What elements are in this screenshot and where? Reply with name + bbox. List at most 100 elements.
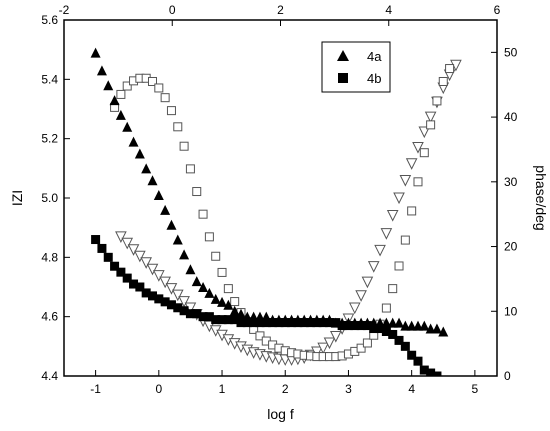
point-phase-4b	[356, 343, 366, 353]
point-4a	[419, 320, 430, 331]
point-4a	[90, 47, 101, 58]
point-phase-4b	[413, 177, 423, 187]
point-4b	[331, 318, 341, 328]
point-4b	[255, 318, 265, 328]
y-left-tick-label: 4.4	[41, 369, 58, 383]
point-4b	[135, 282, 145, 292]
point-4b	[141, 288, 151, 298]
point-4a	[122, 121, 133, 132]
point-phase-4a	[178, 296, 190, 308]
point-4a	[128, 136, 139, 147]
point-4b	[375, 324, 385, 334]
point-4b	[230, 315, 240, 325]
point-phase-4a	[386, 209, 399, 222]
point-4b	[274, 318, 284, 328]
point-phase-4b	[223, 284, 233, 294]
legend-label-4b: 4b	[367, 71, 381, 86]
legend-marker-4b	[338, 73, 348, 83]
point-4b	[249, 318, 259, 328]
point-4b	[147, 291, 157, 301]
point-4b	[173, 303, 183, 313]
point-4b	[318, 318, 328, 328]
point-phase-4a	[146, 263, 159, 276]
point-4a	[166, 219, 177, 230]
point-phase-4b	[388, 284, 398, 294]
point-phase-4b	[381, 303, 391, 313]
x-bottom-tick-label: 1	[219, 382, 226, 396]
y-right-tick-label: 50	[504, 45, 518, 59]
point-4b	[388, 329, 398, 339]
x-bottom-tick-label: 4	[408, 382, 415, 396]
point-4b	[426, 368, 436, 376]
point-phase-4a	[134, 250, 146, 263]
point-phase-4b	[394, 261, 404, 271]
y-left-tick-label: 5.2	[41, 132, 58, 146]
y-left-tick-label: 5.6	[41, 13, 58, 27]
point-4a	[438, 326, 449, 337]
point-4b	[287, 318, 297, 328]
point-4b	[343, 321, 353, 331]
point-4a	[96, 65, 107, 76]
point-4a	[115, 109, 126, 120]
point-4b	[261, 318, 271, 328]
point-phase-4a	[165, 283, 178, 295]
x-bottom-tick-label: -1	[90, 382, 101, 396]
point-phase-4a	[171, 289, 184, 302]
point-4b	[350, 321, 360, 331]
point-phase-4a	[399, 175, 412, 187]
point-4b	[407, 350, 417, 360]
point-phase-4b	[173, 122, 183, 132]
point-4b	[91, 235, 101, 245]
point-phase-4a	[424, 111, 437, 124]
y-right-tick-label: 40	[504, 110, 518, 124]
point-4b	[280, 318, 290, 328]
legend-label-4a: 4a	[367, 49, 382, 64]
point-phase-4b	[122, 81, 132, 91]
x-bottom-tick-label: 3	[345, 382, 352, 396]
point-4a	[198, 282, 209, 292]
point-4b	[129, 279, 139, 289]
point-4b	[110, 261, 120, 271]
point-phase-4b	[154, 83, 164, 93]
x-bottom-tick-label: 5	[472, 382, 479, 396]
x-bottom-tick-label: 0	[155, 382, 162, 396]
point-phase-4b	[438, 76, 448, 86]
x-top-tick-label: 4	[385, 3, 392, 17]
point-4b	[432, 371, 442, 376]
y-left-tick-label: 5.0	[41, 191, 58, 205]
point-phase-4a	[323, 337, 336, 350]
point-phase-4b	[419, 148, 429, 158]
point-phase-4a	[348, 302, 361, 315]
x-top-tick-label: 0	[169, 3, 176, 17]
point-phase-4b	[185, 164, 195, 174]
point-4b	[211, 315, 221, 325]
point-4a	[400, 320, 411, 331]
point-4b	[198, 312, 208, 322]
point-phase-4b	[204, 232, 214, 242]
point-phase-4a	[121, 237, 134, 250]
point-4b	[179, 306, 189, 316]
point-4b	[299, 318, 309, 328]
y-left-tick-label: 5.4	[41, 72, 58, 86]
x-top-tick-label: 2	[277, 3, 284, 17]
point-4b	[312, 318, 322, 328]
point-phase-4a	[140, 257, 152, 269]
point-4b	[293, 318, 303, 328]
point-phase-4b	[166, 106, 176, 116]
point-phase-4b	[426, 120, 436, 130]
point-4a	[141, 163, 152, 174]
point-4b	[97, 243, 107, 253]
point-4b	[362, 321, 372, 331]
point-4a	[229, 305, 240, 316]
point-4b	[223, 315, 233, 325]
point-4a	[109, 95, 120, 106]
point-4a	[147, 175, 158, 186]
point-4a	[217, 296, 228, 307]
point-4b	[324, 318, 334, 328]
point-4a	[387, 317, 398, 328]
x-bottom-tick-label: 2	[282, 382, 289, 396]
point-4a	[204, 287, 215, 298]
point-4b	[204, 312, 214, 322]
point-phase-4b	[160, 93, 170, 103]
legend: 4a 4b	[321, 41, 391, 93]
